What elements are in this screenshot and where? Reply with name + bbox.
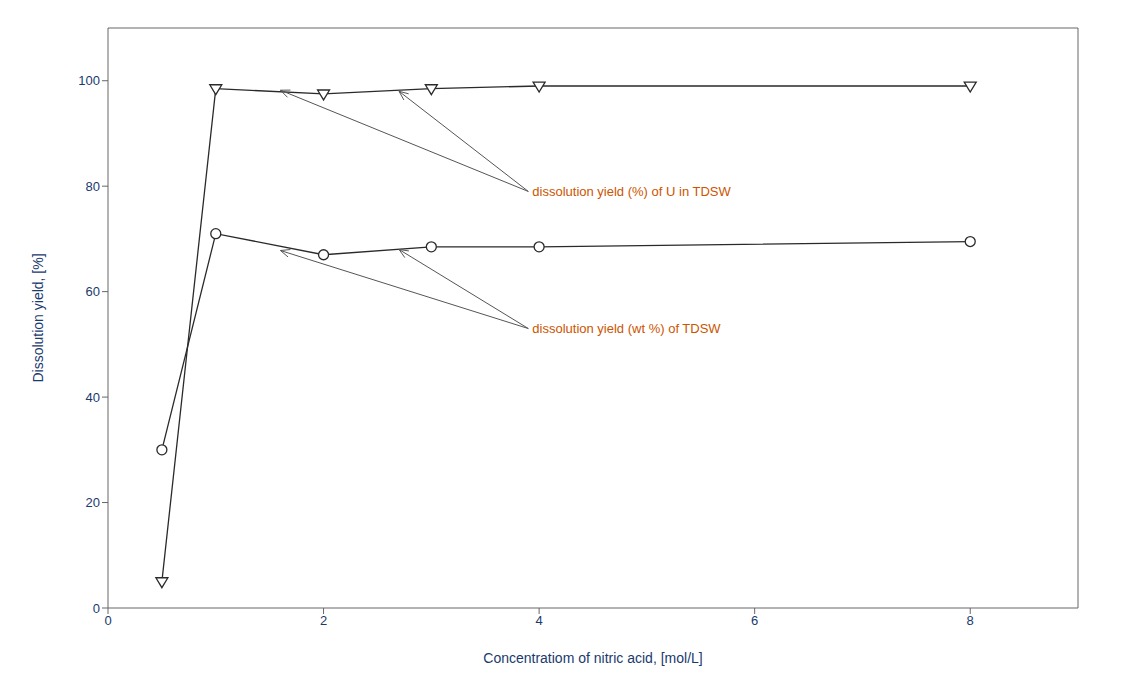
svg-text:100: 100: [78, 73, 100, 88]
svg-text:0: 0: [93, 601, 100, 616]
svg-text:Concentratiom of nitric acid,: Concentratiom of nitric acid, [mol/L]: [483, 650, 702, 666]
svg-text:80: 80: [86, 179, 100, 194]
svg-text:60: 60: [86, 284, 100, 299]
svg-text:0: 0: [104, 613, 111, 628]
svg-text:dissolution yield (wt %) of TD: dissolution yield (wt %) of TDSW: [532, 321, 721, 336]
svg-text:4: 4: [535, 613, 542, 628]
svg-text:Dissolution yield, [%]: Dissolution yield, [%]: [30, 253, 46, 382]
svg-text:6: 6: [751, 613, 758, 628]
svg-text:20: 20: [86, 495, 100, 510]
svg-text:dissolution yield (%) of U in: dissolution yield (%) of U in TDSW: [532, 184, 731, 199]
svg-text:40: 40: [86, 390, 100, 405]
svg-text:8: 8: [967, 613, 974, 628]
svg-text:2: 2: [320, 613, 327, 628]
